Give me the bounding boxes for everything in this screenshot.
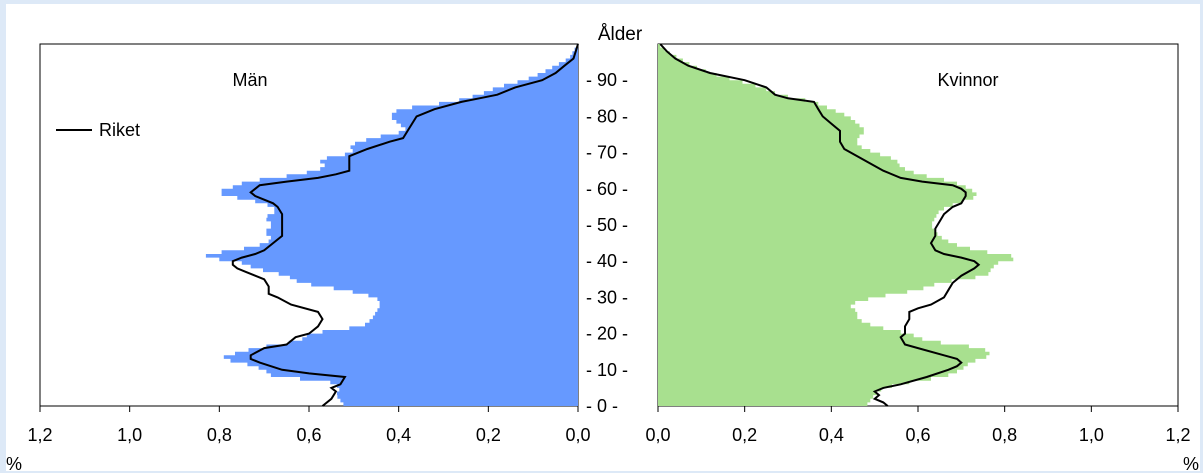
men-riket-line [231,43,579,407]
women-x-axis: 0,0 0,2 0,4 0,6 0,8 1,0 1,2 [645,406,1191,445]
men-x-tick-label: 0,0 [565,425,590,445]
women-x-tick-label: 1,0 [1079,425,1104,445]
women-population-bars [658,44,1014,406]
women-x-tick-label: 0,8 [992,425,1017,445]
men-panel: Män Riket 0,0 0,2 0,4 0,6 0,8 1,0 1,2 [27,43,591,445]
women-riket-line [659,43,981,407]
men-x-tick-label: 0,6 [296,425,321,445]
age-axis-label: Ålder [598,24,643,45]
men-unit-label: % [6,454,22,473]
legend-riket-label: Riket [99,120,140,140]
age-tick-label: - 70 - [586,143,628,163]
men-x-tick-label: 0,2 [476,425,501,445]
age-tick-label: - 10 - [586,360,628,380]
age-tick-label: - 80 - [586,106,628,126]
age-tick-label: - 60 - [586,179,628,199]
women-panel-title: Kvinnor [937,70,998,90]
age-axis: - 0 - - 10 - - 20 - - 30 - - 40 - - 50 - - 60 … [586,70,628,416]
women-panel: Kvinnor 0,0 0,2 0,4 0,6 0,8 1,0 1,2 [645,43,1191,445]
women-x-tick-label: 0,4 [819,425,844,445]
men-x-tick-label: 0,8 [207,425,232,445]
age-tick-label: - 20 - [586,324,628,344]
women-x-tick-label: 1,2 [1165,425,1190,445]
men-x-tick-label: 1,2 [27,425,52,445]
age-tick-label: - 0 - [586,396,618,416]
men-panel-title: Män [232,70,267,90]
age-tick-label: - 40 - [586,251,628,271]
age-tick-label: - 30 - [586,287,628,307]
men-population-bars [205,44,578,406]
women-x-tick-label: 0,6 [905,425,930,445]
age-tick-label: - 90 - [586,70,628,90]
women-x-tick-label: 0,0 [645,425,670,445]
women-x-tick-label: 0,2 [732,425,757,445]
men-x-tick-label: 1,0 [117,425,142,445]
men-x-tick-label: 0,4 [386,425,411,445]
age-tick-label: - 50 - [586,215,628,235]
men-x-axis: 0,0 0,2 0,4 0,6 0,8 1,0 1,2 [27,406,591,445]
women-unit-label: % [1183,454,1199,473]
